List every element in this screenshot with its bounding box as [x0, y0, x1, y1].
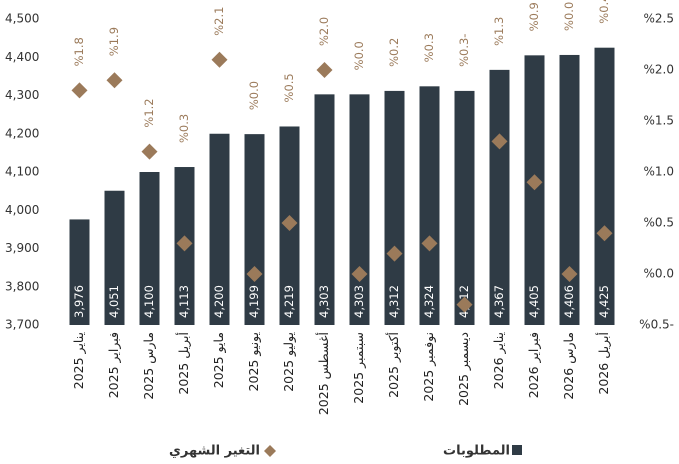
y-tick-label: 4,500	[5, 12, 39, 26]
x-tick-label: يناير 2026	[491, 331, 507, 389]
change-marker	[281, 215, 298, 231]
bar-value-label: 4,303	[317, 285, 331, 318]
bar	[139, 172, 160, 325]
change-label: %0.3	[177, 114, 191, 143]
x-tick-label: سبتمبر 2025	[351, 332, 367, 404]
y-tick-label: 3,700	[5, 318, 39, 332]
change-marker	[421, 235, 438, 252]
bar	[244, 134, 265, 325]
x-tick-label: أبريل 2025	[175, 332, 192, 395]
bar	[419, 86, 440, 325]
x-tick-label: يناير 2025	[71, 331, 87, 389]
x-tick-label: أكتوبر 2025	[385, 332, 402, 398]
x-tick-label: مارس 2026	[561, 332, 577, 400]
bar	[454, 90, 475, 325]
x-tick-label: مارس 2025	[141, 332, 157, 400]
change-label: %0.2	[387, 38, 401, 67]
x-tick-label: فبراير 2025	[106, 332, 122, 398]
y-tick-label: 4,400	[5, 50, 39, 64]
change-marker	[106, 72, 123, 89]
x-tick-label: نوفمبر 2025	[421, 332, 437, 402]
change-label: %0.5	[282, 73, 296, 102]
bar-value-label: 4,324	[422, 285, 436, 318]
change-label: %2.1	[212, 7, 226, 36]
change-label: %0.0	[352, 41, 366, 70]
y-tick-label: 4,200	[5, 126, 39, 140]
bar	[104, 190, 125, 325]
change-marker	[316, 62, 333, 78]
legend-label: التغير الشهري	[169, 444, 260, 459]
change-label: %1.3	[492, 17, 506, 46]
x-tick-label: أغسطس 2025	[315, 332, 332, 415]
change-label: %1.9	[107, 27, 121, 56]
y2-tick-label: %0.5	[644, 216, 675, 230]
bar	[594, 47, 615, 325]
y2-tick-label: %1.5	[644, 114, 675, 128]
change-marker	[491, 133, 508, 150]
change-marker	[596, 225, 613, 242]
bar	[69, 219, 90, 325]
bar	[349, 94, 370, 325]
y-tick-label: 4,000	[5, 203, 39, 217]
change-label: %0.0	[247, 81, 261, 110]
change-marker	[176, 235, 193, 252]
y-tick-label: 3,800	[5, 279, 39, 293]
change-marker	[351, 266, 368, 282]
change-marker	[246, 266, 263, 282]
change-label: %1.8	[72, 37, 86, 66]
legend-swatch	[264, 445, 276, 457]
x-tick-label: يونيو 2025	[246, 331, 262, 391]
change-marker	[456, 296, 473, 313]
y2-tick-label: %2.5	[644, 12, 675, 26]
y-tick-label: 4,300	[5, 88, 39, 102]
change-label: %0.9	[527, 2, 541, 31]
bar	[314, 94, 335, 325]
bar-value-label: 4,406	[562, 285, 576, 318]
change-label: %0.0	[562, 2, 576, 31]
y2-tick-label: %0.5-	[639, 318, 674, 332]
bar-value-label: 4,303	[352, 285, 366, 318]
change-marker	[211, 51, 228, 68]
legend-swatch	[512, 445, 522, 455]
change-label: %0.3	[422, 33, 436, 62]
bar-value-label: 4,312	[387, 285, 401, 318]
x-tick-label: أبريل 2026	[595, 332, 612, 395]
y2-tick-label: %0.0	[644, 267, 675, 281]
bar	[489, 69, 510, 325]
bar-value-label: 4,200	[212, 285, 226, 318]
x-tick-label: يوليو 2025	[281, 331, 297, 391]
change-label: %2.0	[317, 17, 331, 46]
change-marker	[71, 82, 88, 99]
legend-label: المطلوبات	[443, 444, 510, 459]
x-tick-label: فبراير 2026	[526, 332, 542, 398]
change-marker	[141, 143, 158, 160]
bar-value-label: 4,405	[527, 285, 541, 318]
x-tick-label: مايو 2025	[211, 332, 227, 388]
bar	[384, 90, 405, 325]
bar-value-label: 4,051	[107, 285, 121, 318]
y2-tick-label: %1.0	[644, 165, 675, 179]
bar-value-label: 4,113	[177, 285, 191, 318]
x-tick-label: ديسمبر 2025	[456, 332, 472, 406]
change-marker	[526, 174, 543, 191]
change-marker	[561, 266, 578, 282]
bar-value-label: 4,199	[247, 285, 261, 318]
change-marker	[386, 245, 403, 262]
bar	[559, 54, 580, 325]
bar-value-label: 4,367	[492, 285, 506, 318]
bar-value-label: 4,100	[142, 285, 156, 318]
bar-value-label: 3,976	[72, 285, 86, 318]
bar	[209, 133, 230, 325]
y-tick-label: 3,900	[5, 241, 39, 255]
change-label: %0.4	[597, 0, 611, 24]
bar-value-label: 4,219	[282, 285, 296, 318]
bar-value-label: 4,425	[597, 285, 611, 318]
change-label: %1.2	[142, 98, 156, 127]
y2-tick-label: %2.0	[644, 63, 675, 77]
y-tick-label: 4,100	[5, 165, 39, 179]
change-label: %0.3-	[457, 34, 471, 67]
